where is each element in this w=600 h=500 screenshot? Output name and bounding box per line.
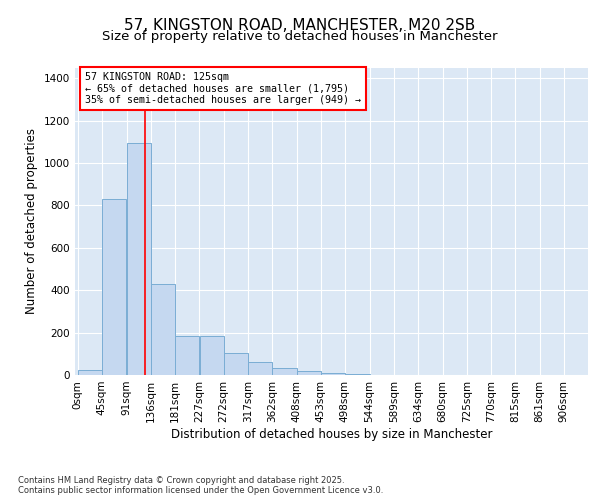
Text: 57 KINGSTON ROAD: 125sqm
← 65% of detached houses are smaller (1,795)
35% of sem: 57 KINGSTON ROAD: 125sqm ← 65% of detach…: [85, 72, 361, 106]
Text: Size of property relative to detached houses in Manchester: Size of property relative to detached ho…: [102, 30, 498, 43]
Bar: [321, 373, 345, 375]
Bar: [297, 371, 320, 375]
Text: 57, KINGSTON ROAD, MANCHESTER, M20 2SB: 57, KINGSTON ROAD, MANCHESTER, M20 2SB: [124, 18, 476, 32]
Bar: [272, 368, 296, 375]
Bar: [102, 199, 127, 375]
Y-axis label: Number of detached properties: Number of detached properties: [25, 128, 38, 314]
Bar: [248, 362, 272, 375]
Bar: [200, 336, 224, 375]
Text: Contains HM Land Registry data © Crown copyright and database right 2025.
Contai: Contains HM Land Registry data © Crown c…: [18, 476, 383, 495]
Bar: [78, 370, 102, 375]
Bar: [175, 336, 199, 375]
Bar: [127, 143, 151, 375]
Bar: [224, 352, 248, 375]
Bar: [345, 374, 370, 375]
Bar: [151, 284, 175, 375]
X-axis label: Distribution of detached houses by size in Manchester: Distribution of detached houses by size …: [171, 428, 492, 440]
